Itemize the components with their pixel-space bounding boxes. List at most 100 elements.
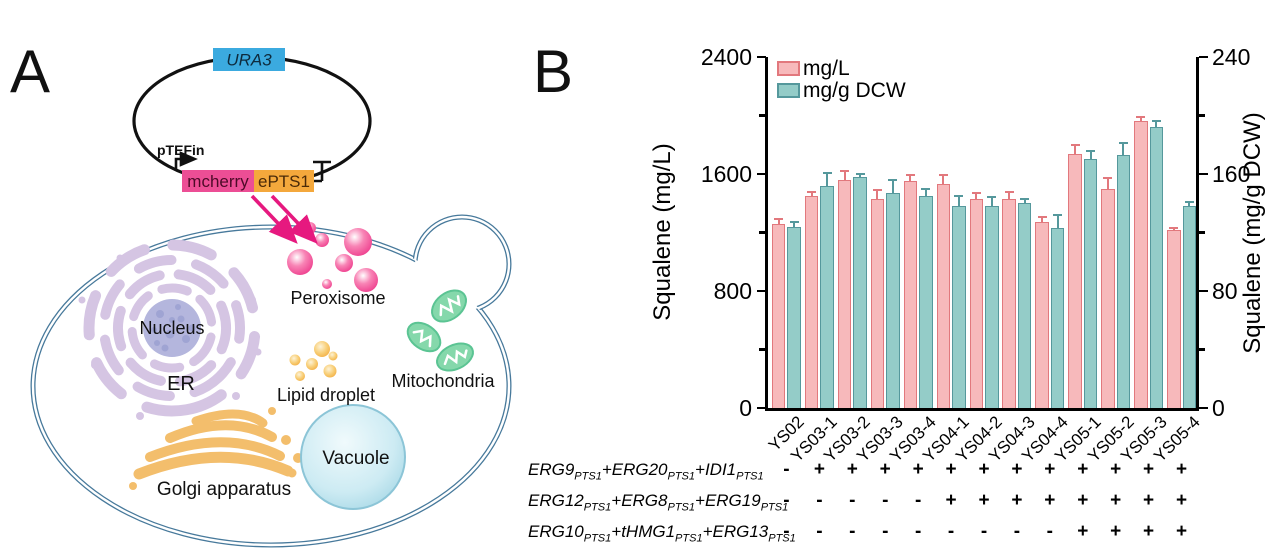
errorbar-stem [891,179,894,193]
bar-mggDCW-YS02 [787,226,801,408]
er-label: ER [167,373,195,395]
bar-mggDCW-YS04-4 [1050,228,1065,408]
genotype-mark: + [978,490,990,511]
errorbar-cap [1151,120,1161,123]
y2-axis-minor-tick [1198,231,1205,234]
genotype-mark: - [816,521,823,542]
genotype-row-label: ERG10PTS1+tHMG1PTS1+ERG13PTS1 [528,522,796,545]
genotype-mark: - [783,521,790,542]
errorbar-stem [990,197,993,207]
genotype-mark: + [1143,521,1155,542]
errorbar-stem [924,188,927,196]
y2-axis-tick-label: 160 [1212,161,1251,187]
er-dots [78,250,262,420]
errorbar-stem [975,193,978,199]
y-axis-minor-tick [759,231,766,234]
errorbar-cap [1004,191,1014,194]
y-axis-tick [757,289,766,293]
genotype-mark: - [849,490,856,511]
bar-mggDCW-YS04-3 [1017,203,1032,408]
y-axis-tick-label: 2400 [700,44,752,70]
errorbar-cap [1118,142,1128,145]
plasmid: URA3 pTEFin mcherry ePTS1 [132,48,372,192]
y-axis-minor-tick [759,348,766,351]
bar-mgL-YS03-2 [837,179,852,408]
errorbar-cap [807,190,817,193]
genotype-mark: + [912,459,924,480]
bar-mgL-YS04-3 [1002,198,1016,408]
genotype-mark: + [1175,521,1188,542]
errorbar-cap [789,221,799,224]
promoter-arrow [174,151,198,171]
genotype-mark: - [947,521,955,542]
er-structure [83,239,261,417]
y-axis-left [765,57,768,411]
errorbar-cap [921,187,931,190]
errorbar-cap [1184,200,1194,203]
genotype-mark: + [1143,490,1155,511]
genotype-mark: - [849,521,856,542]
mitochondria-bodies [406,289,474,372]
y-axis-tick-label: 800 [713,278,752,304]
errorbar-stem [1008,192,1011,199]
bar-mgL-YS03-4 [903,181,918,408]
lipid-droplets [289,341,338,381]
genotype-mark: + [846,459,858,480]
errorbar-cap [905,174,915,177]
errorbar-stem [876,190,879,199]
genotype-mark: - [783,490,790,511]
bar-mgL-YS05-3 [1134,121,1148,408]
genotype-mark: - [783,459,790,480]
genotype-mark: + [978,459,990,480]
mitochondria-label: Mitochondria [391,371,495,391]
bar-mgL-YS04-2 [969,198,983,408]
genotype-mark: + [1110,459,1122,480]
y2-axis-tick-label: 0 [1212,395,1225,421]
y2-axis-minor-tick [1198,114,1205,117]
bar-mgL-YS05-1 [1068,153,1082,408]
genotype-mark: - [914,490,922,511]
bar-mggDCW-YS03-2 [853,176,867,408]
bar-mggDCW-YS03-3 [886,193,900,408]
genotype-mark: - [816,490,823,511]
errorbar-cap [1053,213,1063,216]
y-axis-tick-label: 1600 [700,161,752,187]
x-axis [765,408,1199,411]
y-axis-right [1196,57,1199,411]
y2-axis-tick [1198,406,1208,410]
genotype-mark: + [1110,521,1122,542]
epts1-label: ePTS1 [258,172,310,191]
vacuole-body [300,404,406,510]
genotype-mark: + [1011,490,1023,511]
genotype-mark: + [945,459,957,480]
errorbar-cap [1086,149,1096,152]
legend-swatch-mgL [777,60,800,76]
errorbar-stem [1188,201,1191,207]
errorbar-stem [909,175,912,182]
errorbar-cap [872,189,882,192]
panel-b-label: B [533,38,574,105]
vacuole-label: Vacuole [322,448,389,469]
genotype-mark: + [1110,490,1122,511]
mcherry-box [182,170,254,192]
panel-a-label: A [10,38,51,105]
genotype-row-label: ERG12PTS1+ERG8PTS1+ERG19PTS1 [528,491,789,514]
errorbar-cap [822,171,832,174]
errorbar-stem [957,195,960,207]
bar-mgL-YS04-4 [1035,222,1049,408]
genotype-mark: + [1175,490,1188,511]
chart-legend: mg/L mg/g DCW [777,57,906,101]
errorbar-cap [954,194,964,197]
targeting-arrows [250,194,318,244]
errorbar-cap [1037,216,1047,219]
genotype-mark: - [1046,521,1053,542]
errorbar-stem [1074,145,1077,154]
errorbar-stem [1122,143,1125,155]
bar-mgL-YS03-3 [870,198,885,408]
golgi-dots [129,407,303,490]
terminator-icon [313,160,331,183]
legend-label-mgg: mg/g DCW [803,78,906,102]
errorbar-stem [1089,150,1092,160]
errorbar-stem [826,172,829,186]
mcherry-label: mcherry [187,172,249,191]
